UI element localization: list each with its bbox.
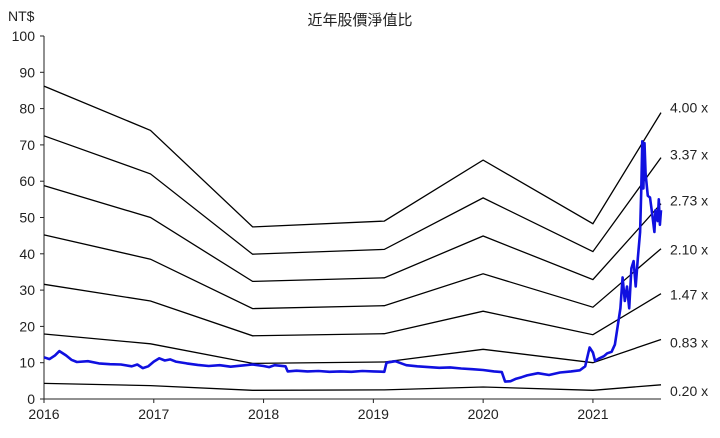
pb-band-label-147: 1.47 x [670, 287, 708, 303]
y-axis-unit-label: NT$ [8, 8, 35, 24]
y-tick-label-30: 30 [19, 282, 35, 298]
pb-band-line-337 [43, 135, 662, 255]
pb-band-line-020 [43, 382, 662, 391]
pb-band-line-210 [43, 234, 662, 310]
y-tick-label-60: 60 [19, 173, 35, 189]
x-tick-label-2017: 2017 [138, 406, 169, 422]
x-tick-label-2019: 2019 [358, 406, 389, 422]
y-tick-label-50: 50 [19, 210, 35, 226]
pb-band-line-273 [43, 184, 662, 283]
pb-band-label-210: 2.10 x [670, 242, 708, 258]
pb-band-label-400: 4.00 x [670, 100, 708, 116]
y-tick-label-80: 80 [19, 101, 35, 117]
pb-band-label-337: 3.37 x [670, 147, 708, 163]
pb-band-label-020: 0.20 x [670, 383, 708, 399]
pb-band-label-083: 0.83 x [670, 334, 708, 350]
x-tick-label-2018: 2018 [248, 406, 279, 422]
pb-band-line-147 [43, 283, 662, 337]
y-tick-label-100: 100 [12, 28, 36, 44]
x-tick-label-2016: 2016 [28, 406, 59, 422]
y-tick-label-0: 0 [27, 391, 35, 407]
pb-band-line-083 [43, 333, 662, 365]
pb-band-label-273: 2.73 x [670, 193, 708, 209]
y-tick-label-20: 20 [19, 318, 35, 334]
y-tick-label-70: 70 [19, 137, 35, 153]
x-tick-label-2021: 2021 [577, 406, 608, 422]
y-tick-label-90: 90 [19, 64, 35, 80]
y-tick-label-10: 10 [19, 355, 35, 371]
x-tick-label-2020: 2020 [468, 406, 499, 422]
chart-title: 近年股價淨值比 [307, 11, 413, 29]
price-series-line [43, 140, 663, 383]
y-tick-label-40: 40 [19, 246, 35, 262]
pb-band-line-400 [43, 85, 662, 228]
